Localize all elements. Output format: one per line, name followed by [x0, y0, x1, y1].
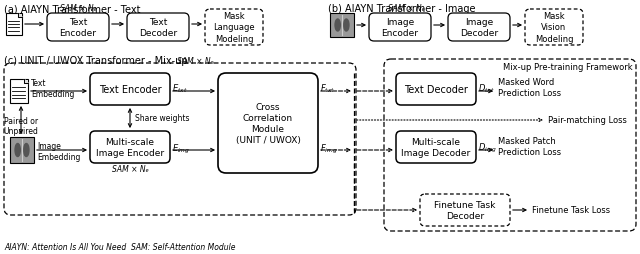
Text: Masked Patch
Prediction Loss: Masked Patch Prediction Loss	[498, 136, 561, 156]
Text: $D_{img}$: $D_{img}$	[478, 141, 497, 154]
Text: AIAYN: Attention Is All You Need  SAM: Self-Attention Module: AIAYN: Attention Is All You Need SAM: Se…	[4, 242, 236, 251]
Text: SAM × Nₑ: SAM × Nₑ	[60, 4, 97, 13]
Ellipse shape	[24, 144, 29, 157]
Text: Image
Encoder: Image Encoder	[381, 18, 419, 38]
Bar	[10, 137, 34, 163]
Text: $E_{txt}$: $E_{txt}$	[172, 83, 188, 95]
Text: Text Encoder: Text Encoder	[99, 85, 161, 95]
Text: Paired or
Unpaired: Paired or Unpaired	[4, 116, 38, 135]
Text: SAM × Nₑ: SAM × Nₑ	[177, 57, 213, 66]
FancyBboxPatch shape	[90, 74, 170, 106]
FancyBboxPatch shape	[396, 74, 476, 106]
Text: Multi-scale
Image Decoder: Multi-scale Image Decoder	[401, 137, 470, 157]
Text: Text
Encoder: Text Encoder	[60, 18, 97, 38]
Text: Mask
Vision
Modeling: Mask Vision Modeling	[535, 12, 573, 43]
FancyBboxPatch shape	[396, 132, 476, 163]
FancyBboxPatch shape	[47, 14, 109, 42]
FancyBboxPatch shape	[448, 14, 510, 42]
Text: Finetune Task
Decoder: Finetune Task Decoder	[435, 200, 496, 220]
FancyBboxPatch shape	[369, 14, 431, 42]
FancyBboxPatch shape	[205, 10, 263, 46]
Text: $E_{img}$: $E_{img}$	[172, 142, 190, 155]
Text: Image
Embedding: Image Embedding	[37, 142, 81, 161]
Text: Pair-matching Loss: Pair-matching Loss	[548, 116, 627, 125]
Polygon shape	[18, 14, 22, 18]
Text: (a) AIAYN Transformer - Text: (a) AIAYN Transformer - Text	[4, 4, 141, 14]
Text: SAM × Nₑ: SAM × Nₑ	[111, 164, 148, 173]
Text: Cross
Correlation
Module
(UNIT / UWOX): Cross Correlation Module (UNIT / UWOX)	[236, 102, 300, 145]
FancyBboxPatch shape	[4, 64, 356, 215]
Text: Masked Word
Prediction Loss: Masked Word Prediction Loss	[498, 78, 561, 98]
FancyBboxPatch shape	[525, 10, 583, 46]
Text: Image
Decoder: Image Decoder	[460, 18, 498, 38]
Ellipse shape	[15, 144, 20, 157]
Ellipse shape	[335, 20, 340, 32]
Text: Text
Embedding: Text Embedding	[31, 79, 74, 98]
Polygon shape	[24, 80, 28, 84]
FancyBboxPatch shape	[420, 194, 510, 226]
FancyBboxPatch shape	[90, 132, 170, 163]
FancyBboxPatch shape	[127, 14, 189, 42]
Text: (c) UNIT / UWOX Transformer - Mix-up: (c) UNIT / UWOX Transformer - Mix-up	[4, 56, 188, 66]
Bar	[6, 14, 22, 36]
Text: Mix-up Pre-training Framework: Mix-up Pre-training Framework	[504, 63, 633, 72]
Text: $D_{txt}$: $D_{txt}$	[478, 83, 495, 95]
Text: Share weights: Share weights	[135, 114, 189, 123]
Bar	[330, 14, 354, 38]
Text: SAM × Nₑ: SAM × Nₑ	[388, 4, 424, 13]
Text: (b) AIAYN Transformer - Image: (b) AIAYN Transformer - Image	[328, 4, 476, 14]
Bar	[10, 80, 28, 104]
Text: $F_{txt}$: $F_{txt}$	[320, 83, 335, 95]
Text: Text
Decoder: Text Decoder	[139, 18, 177, 38]
FancyBboxPatch shape	[218, 74, 318, 173]
Text: Mask
Language
Modeling: Mask Language Modeling	[213, 12, 255, 43]
Text: $F_{img}$: $F_{img}$	[320, 142, 338, 155]
Ellipse shape	[344, 20, 349, 32]
Text: Text Decoder: Text Decoder	[404, 85, 468, 95]
Text: Finetune Task Loss: Finetune Task Loss	[532, 206, 610, 215]
FancyBboxPatch shape	[384, 60, 636, 231]
Text: Multi-scale
Image Encoder: Multi-scale Image Encoder	[96, 137, 164, 157]
